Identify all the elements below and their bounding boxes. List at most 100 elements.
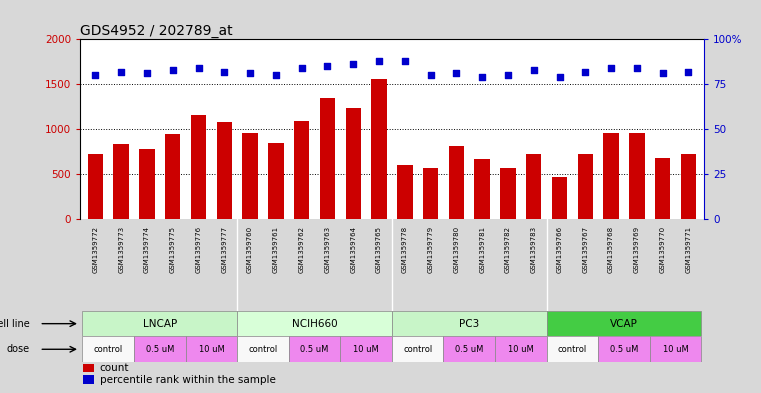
Text: GSM1359774: GSM1359774 <box>144 226 150 273</box>
Bar <box>603 134 619 219</box>
Point <box>193 65 205 71</box>
Point <box>476 74 489 80</box>
Point <box>501 72 514 78</box>
Bar <box>397 165 412 219</box>
Text: GSM1359768: GSM1359768 <box>608 226 614 273</box>
Point <box>631 65 643 71</box>
Text: GSM1359769: GSM1359769 <box>634 226 640 273</box>
Text: 0.5 uM: 0.5 uM <box>145 345 174 354</box>
Text: GSM1359777: GSM1359777 <box>221 226 228 273</box>
Text: GSM1359778: GSM1359778 <box>402 226 408 273</box>
Text: GSM1359760: GSM1359760 <box>247 226 253 273</box>
Text: 10 uM: 10 uM <box>353 345 379 354</box>
Text: percentile rank within the sample: percentile rank within the sample <box>100 375 275 385</box>
Point <box>244 70 256 77</box>
Point <box>89 72 101 78</box>
Point <box>347 61 359 68</box>
Point <box>451 70 463 77</box>
Point <box>605 65 617 71</box>
Text: 10 uM: 10 uM <box>508 345 533 354</box>
Bar <box>655 158 670 219</box>
Bar <box>444 336 495 362</box>
Text: GDS4952 / 202789_at: GDS4952 / 202789_at <box>80 24 233 38</box>
Text: VCAP: VCAP <box>610 319 638 329</box>
Bar <box>237 336 288 362</box>
Bar <box>242 134 258 219</box>
Text: dose: dose <box>7 344 30 354</box>
Bar <box>598 336 650 362</box>
Point <box>553 74 565 80</box>
Bar <box>113 144 129 219</box>
Point <box>683 68 695 75</box>
Text: GSM1359763: GSM1359763 <box>324 226 330 273</box>
Bar <box>82 336 134 362</box>
Bar <box>82 311 237 336</box>
Bar <box>88 154 103 219</box>
Text: cell line: cell line <box>0 319 30 329</box>
Bar <box>546 336 598 362</box>
Text: PC3: PC3 <box>459 319 479 329</box>
Bar <box>629 134 645 219</box>
Point <box>321 63 333 69</box>
Text: GSM1359781: GSM1359781 <box>479 226 486 273</box>
Text: LNCAP: LNCAP <box>143 319 177 329</box>
Text: control: control <box>558 345 587 354</box>
Text: count: count <box>100 363 129 373</box>
Bar <box>83 364 94 373</box>
Bar <box>217 122 232 219</box>
Point <box>270 72 282 78</box>
Text: GSM1359772: GSM1359772 <box>92 226 98 273</box>
Text: GSM1359770: GSM1359770 <box>660 226 666 273</box>
Bar <box>237 311 392 336</box>
Text: control: control <box>94 345 123 354</box>
Point <box>373 58 385 64</box>
Text: 10 uM: 10 uM <box>663 345 689 354</box>
Bar <box>423 169 438 219</box>
Bar <box>139 149 154 219</box>
Text: GSM1359761: GSM1359761 <box>273 226 279 273</box>
Text: GSM1359775: GSM1359775 <box>170 226 176 273</box>
Point <box>425 72 437 78</box>
Bar <box>294 121 310 219</box>
Text: GSM1359765: GSM1359765 <box>376 226 382 273</box>
Text: GSM1359783: GSM1359783 <box>530 226 537 273</box>
Point <box>115 68 127 75</box>
Text: 10 uM: 10 uM <box>199 345 224 354</box>
Text: GSM1359780: GSM1359780 <box>454 226 460 273</box>
Bar <box>578 154 593 219</box>
Bar <box>681 154 696 219</box>
Bar <box>371 79 387 219</box>
Bar <box>650 336 702 362</box>
Text: GSM1359782: GSM1359782 <box>505 226 511 273</box>
Text: GSM1359771: GSM1359771 <box>686 226 692 273</box>
Bar <box>340 336 392 362</box>
Bar <box>320 97 335 219</box>
Point <box>167 67 179 73</box>
Text: 0.5 uM: 0.5 uM <box>301 345 329 354</box>
Bar <box>495 336 546 362</box>
Text: GSM1359767: GSM1359767 <box>582 226 588 273</box>
Bar <box>134 336 186 362</box>
Text: GSM1359773: GSM1359773 <box>118 226 124 273</box>
Text: GSM1359764: GSM1359764 <box>350 226 356 273</box>
Bar <box>546 311 702 336</box>
Bar <box>268 143 284 219</box>
Bar <box>552 177 567 219</box>
Text: GSM1359766: GSM1359766 <box>556 226 562 273</box>
Bar <box>392 311 546 336</box>
Text: GSM1359762: GSM1359762 <box>298 226 304 273</box>
Point <box>295 65 307 71</box>
Text: 0.5 uM: 0.5 uM <box>455 345 483 354</box>
Point <box>579 68 591 75</box>
Bar <box>345 108 361 219</box>
Bar <box>526 154 542 219</box>
Point <box>399 58 411 64</box>
Bar <box>165 134 180 219</box>
Bar <box>83 375 94 384</box>
Bar <box>191 115 206 219</box>
Text: GSM1359779: GSM1359779 <box>428 226 434 273</box>
Text: control: control <box>248 345 278 354</box>
Text: 0.5 uM: 0.5 uM <box>610 345 638 354</box>
Bar <box>392 336 444 362</box>
Point <box>218 68 231 75</box>
